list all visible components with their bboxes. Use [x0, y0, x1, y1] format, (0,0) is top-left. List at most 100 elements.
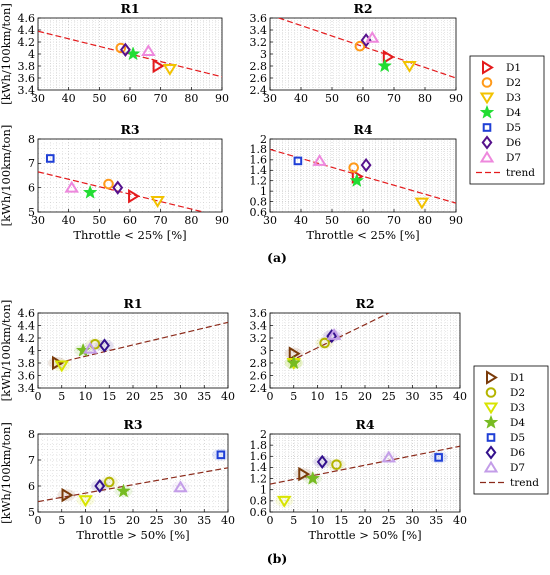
point-d7: [365, 30, 380, 43]
plot-content: [270, 445, 460, 508]
x-tick-label: 5: [58, 390, 65, 403]
x-tick-label: 30: [406, 514, 420, 527]
x-tick-label: 70: [387, 214, 401, 227]
point-d3: [150, 196, 165, 208]
x-tick-label: 90: [449, 214, 463, 227]
x-tick-label: 80: [418, 214, 432, 227]
x-tick-label: 60: [356, 92, 370, 105]
point-d4: [286, 355, 302, 370]
y-tick-label: 3.2: [250, 36, 268, 49]
y-tick-label: 4.4: [18, 319, 36, 332]
chart-b-r2: 0 5 10 15 20 25 30 35 40 2.42.62.833.23.43.6 R2: [250, 296, 468, 403]
point-d7: [64, 180, 80, 193]
point-d2: [348, 162, 360, 173]
chart-a-r3: 30 40 50 60 70 80 90 5 6 7 8 R3 Throttle < 25% [%] [k…: [0, 122, 229, 242]
x-tick-label: 20: [358, 514, 372, 527]
point-d3: [276, 495, 292, 508]
legend-a: D1 D2 D3 D4 D5 D6 D7 trend: [469, 55, 545, 185]
y-tick-label: 1.4: [250, 461, 268, 474]
legend-label-d5: D5: [510, 432, 525, 444]
x-tick-label: 50: [92, 92, 106, 105]
trend-line: [56, 321, 228, 364]
x-tick-label: 30: [174, 390, 188, 403]
x-tick-label: 0: [35, 390, 42, 403]
point-d5: [434, 453, 443, 462]
plot-content: [276, 18, 456, 79]
y-tick-label: 4.6: [18, 307, 36, 320]
legend-marker-d2: [485, 387, 497, 398]
y-tick-label: 0.8: [250, 495, 268, 508]
y-tick-label: 4.4: [18, 24, 36, 37]
y-tick-label: 3.4: [250, 24, 268, 37]
x-tick-label: 25: [382, 514, 396, 527]
point-d6: [119, 42, 131, 57]
point-d1: [152, 58, 165, 74]
x-tick-label: 20: [126, 390, 140, 403]
point-d4: [349, 172, 365, 187]
chart-title: R4: [353, 122, 372, 137]
legend-marker-d2: [481, 77, 493, 88]
chart-title: R3: [120, 122, 139, 137]
y-tick-label: 5: [28, 506, 35, 519]
y-tick-label: 3.8: [18, 60, 36, 73]
point-d2: [319, 337, 330, 349]
y-axis-label: [kWh/100km/ton]: [0, 3, 13, 105]
x-tick-label: 60: [123, 92, 137, 105]
y-tick-label: 4.2: [18, 36, 36, 49]
y-tick-label: 1.2: [250, 175, 268, 188]
chart-title: R2: [353, 1, 372, 16]
x-tick-label: 90: [449, 92, 463, 105]
point-d4: [305, 470, 321, 485]
y-tick-label: 3: [260, 48, 267, 61]
x-tick-label: 90: [215, 214, 229, 227]
legend-label-d1: D1: [506, 62, 521, 74]
plot-content: [284, 313, 390, 370]
y-tick-label: 2.4: [250, 84, 268, 97]
x-tick-label: 15: [102, 514, 116, 527]
plot-content: [38, 154, 204, 212]
x-tick-label: 20: [358, 390, 372, 403]
point-d6: [94, 478, 106, 494]
y-tick-label: 0.8: [250, 195, 268, 208]
point-d6: [326, 328, 338, 344]
x-tick-label: 80: [184, 92, 198, 105]
point-halo-d5: [429, 451, 448, 464]
x-tick-label: 40: [62, 92, 76, 105]
point-d3: [402, 61, 417, 73]
y-tick-label: 3.4: [18, 84, 36, 97]
x-tick-label: 70: [154, 92, 168, 105]
legend-marker-d1: [486, 370, 498, 385]
x-tick-label: 40: [221, 514, 235, 527]
y-tick-label: 2.6: [250, 369, 268, 382]
legend-label-d3: D3: [506, 92, 521, 104]
legend-label-d2: D2: [506, 77, 521, 89]
point-d7: [312, 153, 327, 166]
y-tick-label: 2.8: [250, 357, 268, 370]
x-axis-label: Throttle > 50% [%]: [308, 528, 421, 542]
point-d7: [141, 44, 156, 56]
point-d1: [298, 466, 311, 482]
x-tick-label: 20: [126, 514, 140, 527]
x-tick-label: 5: [58, 514, 65, 527]
legend-marker-d3: [483, 402, 499, 415]
chart-title: R1: [120, 1, 139, 16]
x-tick-label: 0: [35, 514, 42, 527]
point-d2: [103, 178, 114, 190]
x-tick-label: 70: [154, 214, 168, 227]
y-tick-label: 1.6: [250, 154, 268, 167]
plots-layer: 30 40 50 60 70 80 903.43.63.844.24.44.6R1[kWh/…: [0, 1, 467, 542]
y-tick-label: 4.6: [18, 12, 36, 25]
grid: [270, 18, 456, 90]
point-halo-d2: [100, 476, 119, 489]
x-tick-label: 50: [325, 92, 339, 105]
x-tick-label: 35: [429, 390, 443, 403]
x-tick-label: 50: [92, 214, 106, 227]
legend-box: [473, 365, 549, 495]
y-tick-label: 3.6: [250, 12, 268, 25]
x-tick-label: 10: [79, 390, 93, 403]
plot-content: [48, 321, 228, 373]
point-d7: [326, 327, 342, 340]
legend-box: [469, 55, 545, 185]
figure-label-a: (a): [267, 250, 287, 265]
